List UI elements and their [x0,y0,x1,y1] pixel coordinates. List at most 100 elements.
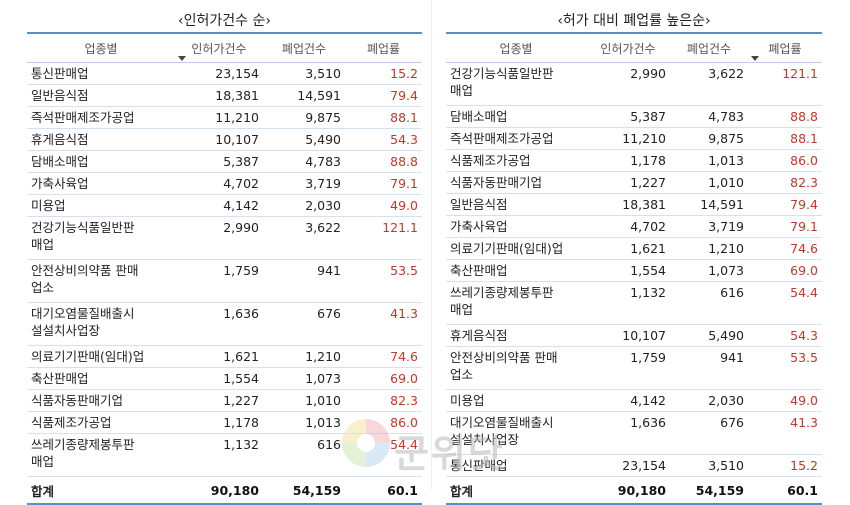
industry-cell: 미용업 [446,389,586,412]
industry-cell: 대기오염물질배출시 설설치사업장 [446,411,586,455]
table-row: 미용업 4,142 2,030 49.0 [446,389,822,412]
industry-cell: 쓰레기종량제봉투판 매업 [27,433,175,477]
column-header-closures[interactable]: 폐업건수 [670,32,748,63]
closures-cell: 676 [263,302,345,346]
industry-cell: 식품자동판매기업 [446,171,586,194]
rate-cell: 15.2 [748,454,822,477]
table-row: 통신판매업 23,154 3,510 15.2 [27,62,422,85]
industry-cell: 건강기능식품일반판 매업 [446,62,586,106]
permits-cell: 1,132 [175,433,263,477]
column-header-industry[interactable]: 업종별 [446,32,586,63]
total-rate: 60.1 [748,476,822,505]
table-row: 일반음식점 18,381 14,591 79.4 [27,84,422,107]
closures-cell: 3,719 [670,215,748,238]
closures-cell: 5,490 [263,128,345,151]
column-header-industry[interactable]: 업종별 [27,32,175,63]
permits-cell: 4,142 [586,389,670,412]
table-row: 식품제조가공업 1,178 1,013 86.0 [446,149,822,172]
permits-cell: 2,990 [586,62,670,106]
rate-cell: 49.0 [748,389,822,412]
rate-cell: 41.3 [748,411,822,455]
column-header-rate[interactable]: 폐업률 [345,32,422,63]
table-row: 즉석판매제조가공업 11,210 9,875 88.1 [446,127,822,150]
panel-divider [431,0,432,489]
closures-cell: 941 [263,259,345,303]
rate-cell: 54.3 [748,324,822,347]
column-header-closures[interactable]: 폐업건수 [263,32,345,63]
closures-cell: 14,591 [263,84,345,107]
permits-cell: 18,381 [175,84,263,107]
rate-cell: 79.4 [748,193,822,216]
table-row: 축산판매업 1,554 1,073 69.0 [27,367,422,390]
total-rate: 60.1 [345,476,422,505]
panel-title: ‹허가 대비 폐업률 높은순› [557,13,711,29]
column-header-permits[interactable]: 인허가건수 [586,32,670,63]
permits-cell: 1,227 [586,171,670,194]
closures-cell: 1,210 [263,345,345,368]
table-row: 대기오염물질배출시 설설치사업장 1,636 676 41.3 [27,302,422,346]
closures-cell: 1,010 [263,389,345,412]
rate-cell: 53.5 [345,259,422,303]
industry-cell: 즉석판매제조가공업 [27,106,175,129]
rate-cell: 79.4 [345,84,422,107]
closures-cell: 5,490 [670,324,748,347]
closures-cell: 1,013 [263,411,345,434]
industry-cell: 의료기기판매(임대)업 [446,237,586,260]
rate-cell: 54.3 [345,128,422,151]
table-row: 쓰레기종량제봉투판 매업 1,132 616 54.4 [27,433,422,477]
rate-cell: 49.0 [345,194,422,217]
closures-cell: 3,510 [263,62,345,85]
table-body: 통신판매업 23,154 3,510 15.2 일반음식점 18,381 14,591 79.… [27,62,422,477]
closures-cell: 9,875 [670,127,748,150]
total-row: 합계 90,180 54,159 60.1 [27,476,422,505]
closures-cell: 1,010 [670,171,748,194]
table-row: 미용업 4,142 2,030 49.0 [27,194,422,217]
closures-cell: 3,719 [263,172,345,195]
permits-order-table: 업종별 인허가건수 폐업건수 폐업률 통신판매업 23,154 3,510 15.2 일… [27,32,422,505]
table-row: 가축사육업 4,702 3,719 79.1 [446,215,822,238]
industry-cell: 식품제조가공업 [446,149,586,172]
table-row: 식품자동판매기업 1,227 1,010 82.3 [446,171,822,194]
closures-cell: 616 [670,281,748,325]
permits-cell: 1,759 [175,259,263,303]
table-row: 의료기기판매(임대)업 1,621 1,210 74.6 [27,345,422,368]
permits-cell: 5,387 [175,150,263,173]
table-row: 가축사육업 4,702 3,719 79.1 [27,172,422,195]
closures-cell: 2,030 [263,194,345,217]
table-row: 대기오염물질배출시 설설치사업장 1,636 676 41.3 [446,411,822,455]
industry-cell: 휴게음식점 [27,128,175,151]
closures-cell: 1,073 [670,259,748,282]
closures-cell: 676 [670,411,748,455]
industry-cell: 식품자동판매기업 [27,389,175,412]
industry-cell: 담배소매업 [446,105,586,128]
rate-cell: 54.4 [345,433,422,477]
industry-cell: 의료기기판매(임대)업 [27,345,175,368]
rate-cell: 121.1 [345,216,422,260]
table-body: 건강기능식품일반판 매업 2,990 3,622 121.1 담배소매업 5,387 4,7… [446,62,822,477]
header-row: 업종별 인허가건수 폐업건수 폐업률 [27,32,422,63]
column-header-permits[interactable]: 인허가건수 [175,32,263,63]
rate-cell: 15.2 [345,62,422,85]
permits-cell: 1,621 [586,237,670,260]
permits-cell: 1,227 [175,389,263,412]
permits-cell: 1,636 [175,302,263,346]
industry-cell: 안전상비의약품 판매 업소 [27,259,175,303]
rate-cell: 121.1 [748,62,822,106]
rate-cell: 74.6 [748,237,822,260]
table-row: 축산판매업 1,554 1,073 69.0 [446,259,822,282]
closures-cell: 2,030 [670,389,748,412]
industry-cell: 대기오염물질배출시 설설치사업장 [27,302,175,346]
table-row: 식품자동판매기업 1,227 1,010 82.3 [27,389,422,412]
table-row: 통신판매업 23,154 3,510 15.2 [446,454,822,477]
industry-cell: 건강기능식품일반판 매업 [27,216,175,260]
permits-cell: 11,210 [175,106,263,129]
permits-cell: 11,210 [586,127,670,150]
rate-cell: 82.3 [748,171,822,194]
closures-cell: 616 [263,433,345,477]
permits-cell: 10,107 [175,128,263,151]
rate-cell: 53.5 [748,346,822,390]
total-row: 합계 90,180 54,159 60.1 [446,476,822,505]
rate-cell: 82.3 [345,389,422,412]
total-closures: 54,159 [263,476,345,505]
column-header-rate[interactable]: 폐업률 [748,32,822,63]
